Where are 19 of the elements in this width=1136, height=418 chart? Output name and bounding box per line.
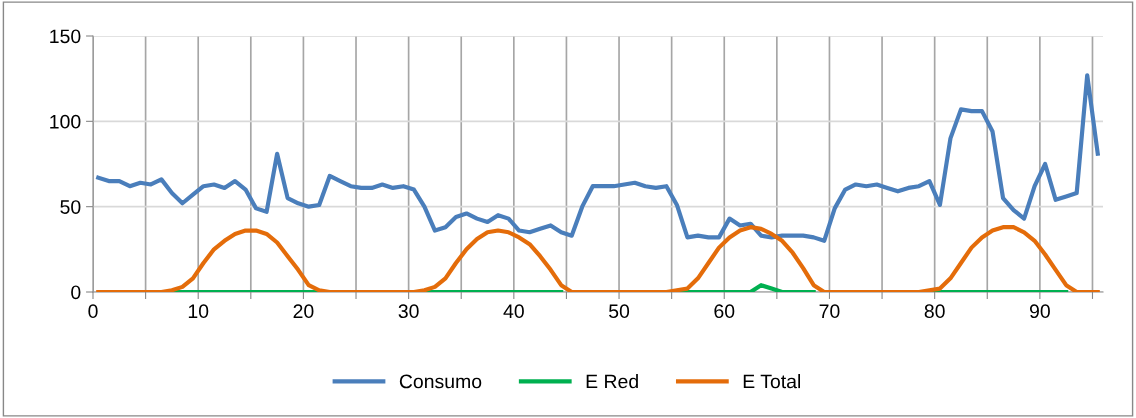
x-tick-label: 50: [609, 304, 630, 319]
x-tick-label: 40: [503, 304, 524, 319]
x-tick-label: 30: [398, 304, 419, 319]
x-tick-label: 90: [1029, 304, 1050, 319]
y-tick-label: 0: [71, 285, 81, 300]
x-tick-label: 20: [293, 304, 314, 319]
y-tick-label: 50: [60, 200, 81, 214]
legend-label: Consumo: [399, 374, 482, 389]
legend-label: E Red: [586, 374, 638, 389]
x-tick-label: 70: [819, 304, 840, 319]
y-tick-label: 100: [50, 114, 81, 129]
line-series: [96, 225, 1100, 292]
x-tick-label: 60: [714, 304, 735, 319]
x-tick-label: 80: [924, 304, 945, 319]
y-tick-label: 150: [50, 29, 81, 44]
x-tick-label: 10: [188, 304, 209, 319]
line-series: [96, 73, 1100, 243]
legend-label: E Total: [743, 374, 801, 389]
x-tick-label: 0: [88, 304, 98, 319]
